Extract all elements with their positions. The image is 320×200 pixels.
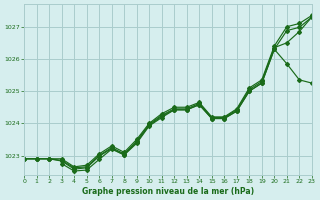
X-axis label: Graphe pression niveau de la mer (hPa): Graphe pression niveau de la mer (hPa)	[82, 187, 254, 196]
